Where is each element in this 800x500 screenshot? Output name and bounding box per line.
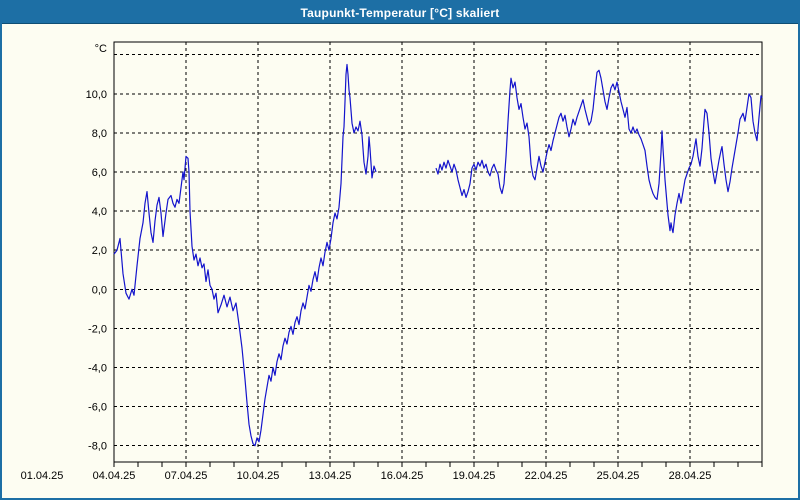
x-axis-date-label: 22.04.25 xyxy=(525,470,568,482)
x-axis-date-label: 19.04.25 xyxy=(453,470,496,482)
y-axis-tick-label: -4,0 xyxy=(88,363,107,375)
y-axis-tick-label: 10,0 xyxy=(86,89,107,101)
x-axis-date-label: 28.04.25 xyxy=(669,470,712,482)
dewpoint-series-line xyxy=(113,63,377,447)
y-axis-tick-label: 4,0 xyxy=(92,206,107,218)
data-series xyxy=(113,63,763,447)
axis-labels: 10,0 8,0 6,0 4,0 2,0 0,0 -2,0 -4,0 -6,0 -8,0 °C 01.… xyxy=(21,43,712,482)
grid-lines xyxy=(114,42,762,462)
x-axis-date-label: 25.04.25 xyxy=(597,470,640,482)
y-axis-tick-label: -2,0 xyxy=(88,323,107,335)
axes-and-ticks xyxy=(113,41,763,467)
y-axis-tick-label: 2,0 xyxy=(92,245,107,257)
plot-border xyxy=(113,41,763,463)
y-axis-tick-label: 6,0 xyxy=(92,167,107,179)
x-axis-date-label: 04.04.25 xyxy=(93,470,136,482)
chart-title: Taupunkt-Temperatur [°C] skaliert xyxy=(300,5,500,20)
y-axis-tick-label: -8,0 xyxy=(88,441,107,453)
dewpoint-series-line xyxy=(435,69,763,234)
x-axis-date-label: 07.04.25 xyxy=(165,470,208,482)
x-axis-date-label: 16.04.25 xyxy=(381,470,424,482)
x-axis-date-label: 01.04.25 xyxy=(21,470,64,482)
chart-title-bar: Taupunkt-Temperatur [°C] skaliert xyxy=(2,2,798,24)
x-axis-date-label: 13.04.25 xyxy=(309,470,352,482)
y-axis-unit-label: °C xyxy=(95,43,107,55)
y-axis-tick-label: -6,0 xyxy=(88,402,107,414)
x-axis-date-label: 10.04.25 xyxy=(237,470,280,482)
y-axis-tick-label: 8,0 xyxy=(92,128,107,140)
y-axis-tick-label: 0,0 xyxy=(92,284,107,296)
